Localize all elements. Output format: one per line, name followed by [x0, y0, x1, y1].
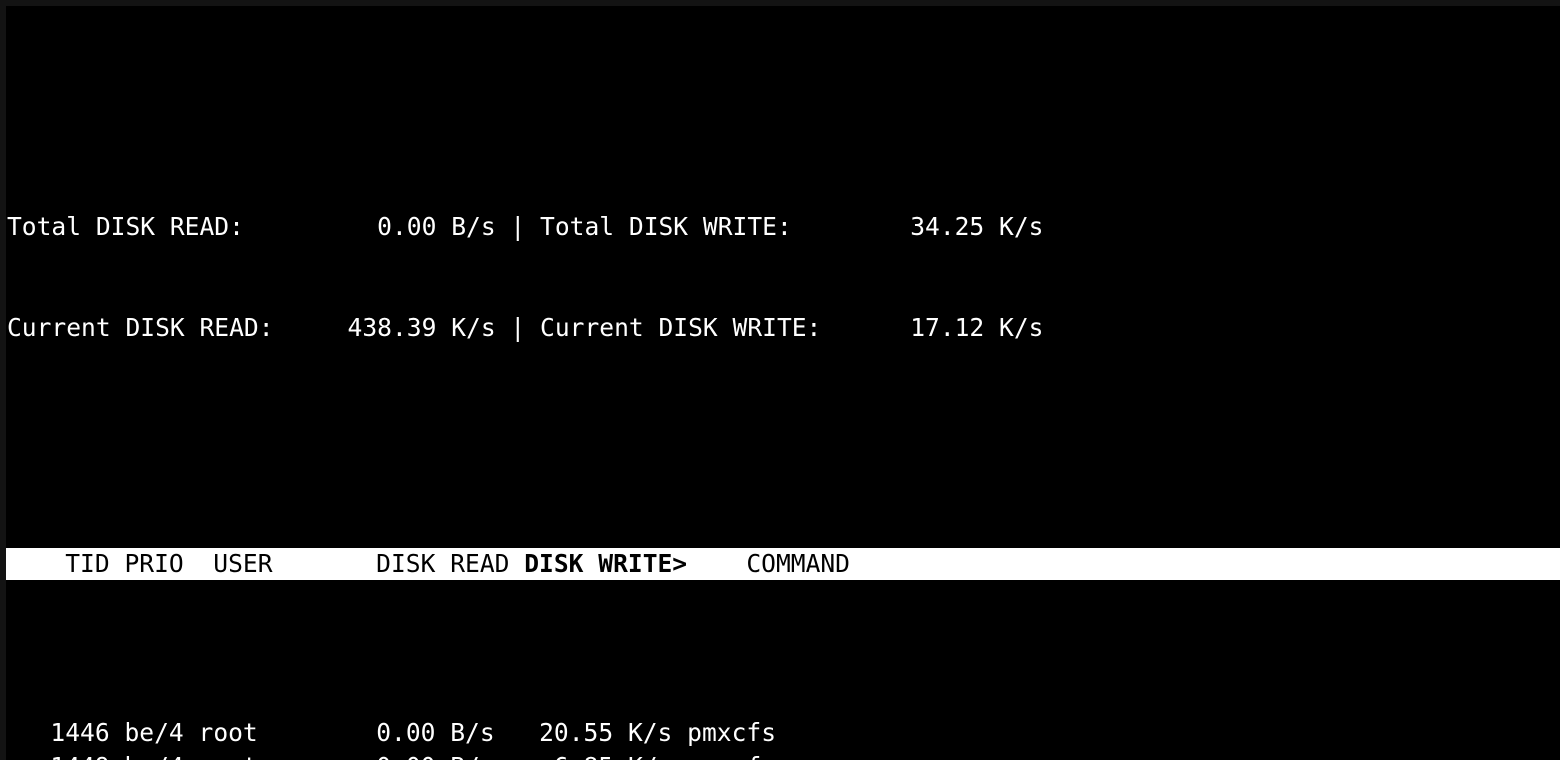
process-table[interactable]: 1446 be/4 root 0.00 B/s 20.55 K/s pmxcfs… [6, 716, 1560, 760]
terminal-screen[interactable]: Total DISK READ: 0.00 B/s | Total DISK W… [6, 6, 1560, 760]
cell-command: pmxcfs [687, 718, 777, 747]
total-disk-read-line: Total DISK READ: 0.00 B/s | Total DISK W… [7, 212, 1044, 241]
summary-row-total: Total DISK READ: 0.00 B/s | Total DISK W… [7, 210, 1560, 243]
table-row[interactable]: 1449 be/4 root 0.00 B/s 6.85 K/s pmxcfs [6, 750, 1560, 760]
cell-disk-read: 0.00 B/s [273, 752, 510, 760]
table-row[interactable]: 1446 be/4 root 0.00 B/s 20.55 K/s pmxcfs [6, 716, 1560, 750]
col-header-command[interactable]: COMMAND [687, 549, 850, 578]
summary-row-current: Current DISK READ: 438.39 K/s | Current … [7, 311, 1560, 344]
cell-tid: 1449 [6, 752, 124, 760]
col-header-disk-write[interactable]: DISK WRITE> [524, 549, 688, 578]
cell-command: pmxcfs [687, 752, 776, 760]
cell-prio: be/4 [124, 718, 199, 747]
cell-disk-write: 20.55 K/s [509, 718, 688, 747]
cell-user: root [198, 718, 273, 747]
cell-user: root [199, 752, 273, 760]
table-column-header[interactable]: TID PRIO USER DISK READ DISK WRITE> COMM… [6, 548, 1560, 580]
cell-prio: be/4 [124, 752, 198, 760]
cell-disk-read: 0.00 B/s [272, 718, 510, 747]
current-disk-read-line: Current DISK READ: 438.39 K/s | Current … [7, 313, 1044, 342]
io-summary-panel: Total DISK READ: 0.00 B/s | Total DISK W… [6, 142, 1560, 412]
col-header-tid[interactable]: TID PRIO USER DISK READ [6, 549, 525, 578]
cell-disk-write: 6.85 K/s [509, 752, 687, 760]
cell-tid: 1446 [6, 718, 125, 747]
